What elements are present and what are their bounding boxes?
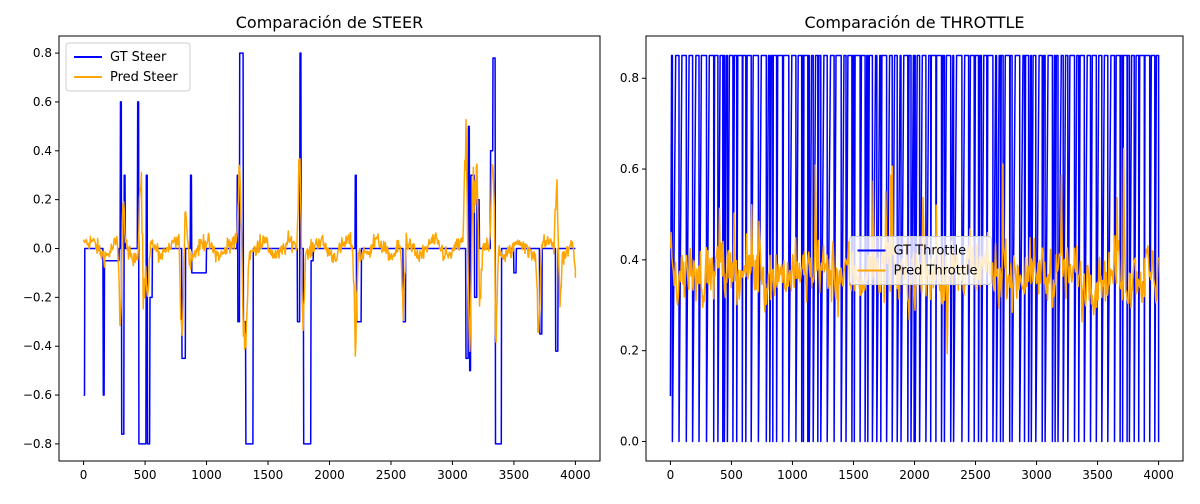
x-tick-label: 1500 [838,468,869,482]
x-tick-label: 1000 [191,468,222,482]
x-tick-label: 500 [720,468,743,482]
legend-label: GT Steer [110,50,167,65]
y-tick-label: 0.0 [33,242,52,256]
plot-area [82,52,577,445]
x-tick-label: 1500 [253,468,284,482]
y-tick-label: −0.4 [23,339,52,353]
x-tick-label: 500 [134,468,157,482]
legend-label: GT Throttle [894,244,967,259]
x-tick-label: 0 [667,468,675,482]
series-line-1 [669,54,1160,443]
y-tick-label: 0.2 [33,193,52,207]
y-tick-label: 0.6 [620,162,639,176]
x-tick-label: 2000 [899,468,930,482]
y-tick-label: −0.6 [23,388,52,402]
series-line-1 [83,52,576,445]
series-line-2 [669,147,1159,355]
x-tick-label: 4000 [1143,468,1174,482]
x-tick-label: 2500 [960,468,991,482]
chart-panel-1: Comparación de STEER 0 500 1000 1500 2000 2500… [23,13,601,482]
series-line-2 [82,118,577,357]
y-tick-label: 0.6 [33,95,52,109]
y-tick-label: 0.8 [33,46,52,60]
y-tick-label: 0.4 [33,144,52,158]
y-tick-label: 0.0 [620,434,639,448]
y-tick-label: −0.8 [23,437,52,451]
x-tick-label: 4000 [560,468,591,482]
y-tick-label: 0.4 [620,253,639,267]
x-tick-label: 0 [80,468,88,482]
x-tick-label: 3000 [1021,468,1052,482]
x-tick-label: 2000 [314,468,345,482]
legend-box [849,236,992,285]
x-tick-label: 1000 [777,468,808,482]
y-tick-label: 0.2 [620,344,639,358]
legend: GT Throttle Pred Throttle [849,236,992,285]
x-tick-label: 3000 [437,468,468,482]
legend: GT Steer Pred Steer [65,42,191,92]
y-tick-label: −0.2 [23,290,52,304]
chart-panel-2: Comparación de THROTTLE 0 500 1000 1500 2000 2… [620,13,1184,482]
x-tick-label: 3500 [499,468,530,482]
legend-label: Pred Steer [110,70,178,85]
chart-title: Comparación de STEER [236,13,424,32]
y-tick-label: 0.8 [620,71,639,85]
x-tick-label: 2500 [376,468,407,482]
x-tick-label: 3500 [1082,468,1113,482]
chart-title: Comparación de THROTTLE [804,13,1024,32]
legend-box [65,42,191,92]
legend-label: Pred Throttle [894,264,978,279]
plot-area [669,54,1160,443]
